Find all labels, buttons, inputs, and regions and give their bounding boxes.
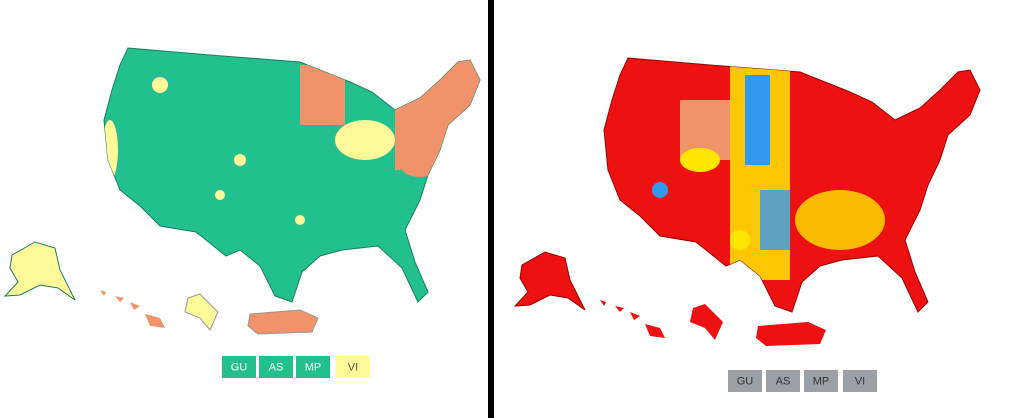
territory-button[interactable] <box>728 370 762 392</box>
territory-button[interactable] <box>843 370 877 392</box>
divider <box>488 0 494 418</box>
alaska <box>514 251 586 311</box>
patch <box>335 120 395 160</box>
territory-label: GU <box>231 361 248 373</box>
patch <box>745 75 770 165</box>
patch <box>300 65 345 125</box>
territory-button[interactable] <box>259 356 293 378</box>
virgin-islands <box>184 293 219 331</box>
territory-button[interactable] <box>222 356 256 378</box>
hawaii <box>600 300 665 338</box>
territory-button[interactable] <box>336 356 370 378</box>
patch <box>760 190 790 250</box>
patch <box>680 148 720 172</box>
patch <box>234 154 246 166</box>
patch <box>795 190 885 250</box>
patch <box>730 230 750 250</box>
virgin-islands <box>690 304 723 340</box>
left-map <box>4 47 481 335</box>
territory-label: GU <box>737 375 754 387</box>
patch <box>295 215 305 225</box>
territory-label: VI <box>348 361 358 373</box>
territory-button[interactable] <box>804 370 838 392</box>
patch <box>152 77 168 93</box>
patch <box>652 182 668 198</box>
territory-buttons: GU AS MP VI GU AS MP VI <box>222 356 877 392</box>
patch <box>400 153 440 177</box>
hawaii <box>100 290 165 328</box>
puerto-rico <box>756 322 826 346</box>
alaska <box>4 241 76 301</box>
territory-label: MP <box>305 361 322 373</box>
right-map <box>514 57 981 346</box>
territory-label: AS <box>269 361 284 373</box>
territory-button[interactable] <box>766 370 800 392</box>
puerto-rico <box>247 309 319 335</box>
territory-label: VI <box>855 375 865 387</box>
patch <box>215 190 225 200</box>
county-patches <box>652 60 885 280</box>
territory-button[interactable] <box>296 356 330 378</box>
patch <box>395 60 480 170</box>
territory-label: MP <box>813 375 830 387</box>
territory-label: AS <box>776 375 791 387</box>
